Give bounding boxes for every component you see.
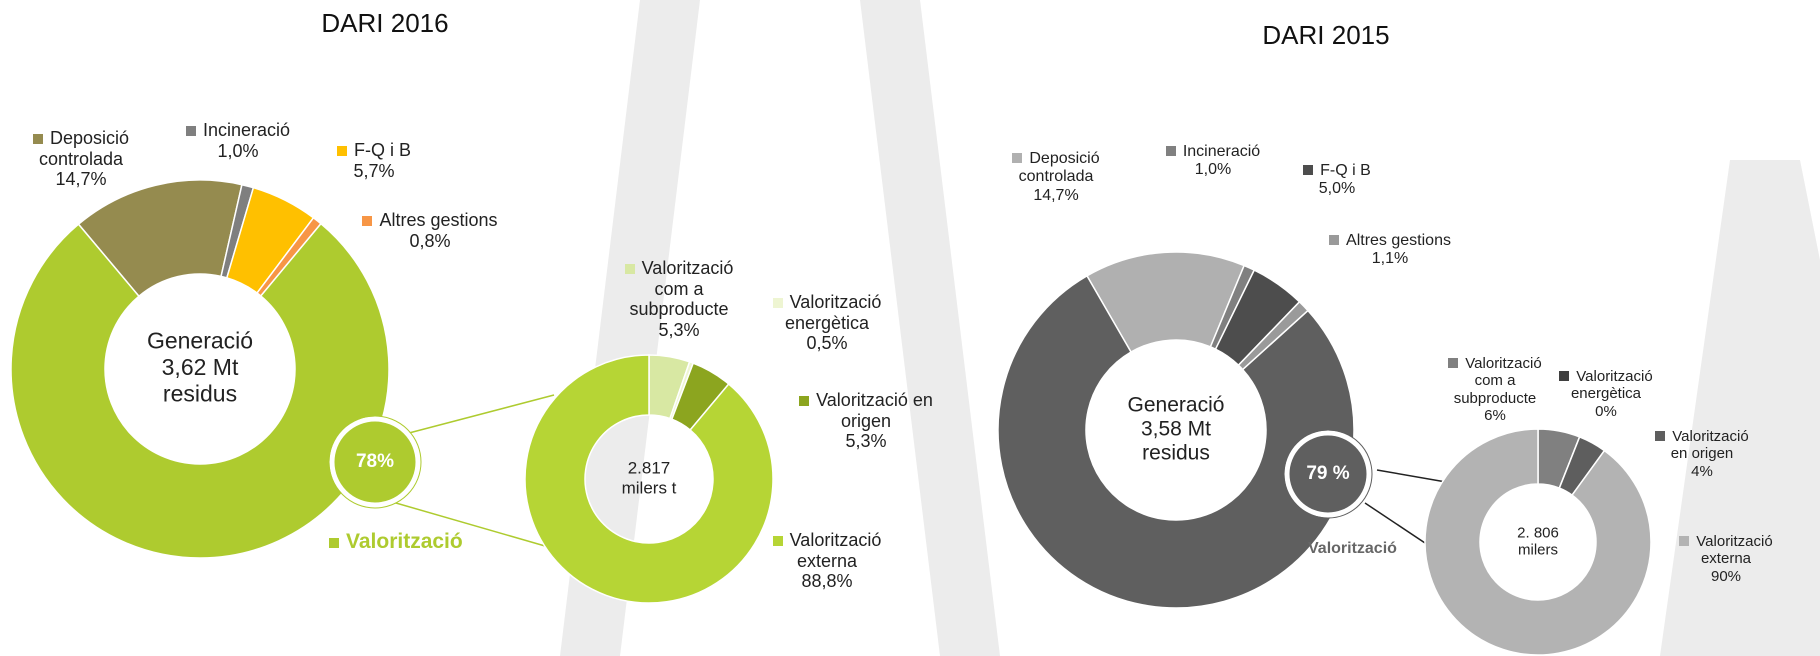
- center-text: milers t: [622, 478, 677, 497]
- value-label: 0,5%: [806, 333, 847, 353]
- legend-marker: [1166, 146, 1176, 156]
- value-label: 6%: [1484, 407, 1506, 424]
- category-label: Valorització energètica: [785, 292, 881, 333]
- legend-marker: [773, 536, 783, 546]
- category-label: Incineració: [203, 120, 290, 140]
- value-label: 14,7%: [1033, 187, 1078, 204]
- chart-title: DARI 2016: [321, 8, 448, 39]
- value-label: 0%: [1595, 403, 1617, 420]
- category-label: Valorització com a subproducte: [629, 258, 733, 319]
- value-label: 78%: [353, 419, 397, 505]
- legend-marker: [33, 134, 43, 144]
- value-label: 1,0%: [1195, 161, 1231, 178]
- center-text: Generació: [1128, 393, 1225, 416]
- legend-marker: [1291, 543, 1301, 553]
- page: Generació3,62 Mtresidus2.817milers tGene…: [0, 0, 1820, 656]
- legend-item: Valorització: [329, 530, 463, 554]
- value-label: 1,1%: [1372, 250, 1408, 267]
- center-text: 3,58 Mt: [1141, 418, 1211, 441]
- legend-marker: [362, 216, 372, 226]
- value-label: 90%: [1711, 568, 1741, 585]
- category-label: Valorització en origen: [816, 390, 933, 431]
- legend-marker: [1303, 165, 1313, 175]
- category-label: Valorització: [346, 530, 463, 553]
- center-text: 2. 806: [1517, 524, 1559, 541]
- center-text: residus: [163, 381, 237, 407]
- category-label: F-Q i B: [1320, 162, 1371, 179]
- category-label: Valorització com a subproducte: [1454, 355, 1542, 407]
- legend-marker: [625, 264, 635, 274]
- chart-title: DARI 2015: [1262, 20, 1389, 51]
- value-label: 0,8%: [409, 231, 450, 251]
- value-label: 5,7%: [353, 161, 394, 181]
- legend-item: Valorització: [1291, 540, 1397, 558]
- category-label: Deposició controlada: [39, 128, 129, 169]
- legend-marker: [773, 298, 783, 308]
- legend-marker: [337, 146, 347, 156]
- connector: [409, 395, 554, 433]
- legend-marker: [1329, 235, 1339, 245]
- value-label: 4%: [1691, 463, 1713, 480]
- category-label: Deposició controlada: [1019, 150, 1100, 185]
- category-label: Valorització: [1308, 540, 1397, 557]
- center-text: 2.817: [628, 459, 671, 478]
- category-label: Valorització externa: [1696, 533, 1772, 567]
- value-label: 5,0%: [1319, 180, 1355, 197]
- center-text: 3,62 Mt: [162, 354, 239, 380]
- legend-marker: [1655, 431, 1665, 441]
- value-label: 14,7%: [55, 169, 106, 189]
- center-text: residus: [1142, 442, 1210, 465]
- value-label: 79 %: [1306, 433, 1350, 515]
- legend-marker: [1559, 371, 1569, 381]
- legend-marker: [1679, 536, 1689, 546]
- category-label: Altres gestions: [379, 210, 497, 230]
- connector: [1377, 470, 1446, 482]
- category-label: F-Q i B: [354, 140, 411, 160]
- value-label: 88,8%: [801, 571, 852, 591]
- category-label: Valorització energètica: [1571, 368, 1653, 402]
- chart-canvas: Generació3,62 Mtresidus2.817milers tGene…: [0, 0, 1820, 656]
- legend-marker: [186, 126, 196, 136]
- value-label: 5,3%: [658, 320, 699, 340]
- center-text: milers: [1518, 542, 1558, 559]
- center-text: Generació: [147, 328, 253, 354]
- category-label: Valorització en origen: [1671, 428, 1749, 462]
- category-label: Incineració: [1183, 143, 1260, 160]
- value-label: 1,0%: [217, 141, 258, 161]
- legend-marker: [1012, 153, 1022, 163]
- category-label: Valorització externa: [790, 530, 882, 571]
- legend-marker: [799, 396, 809, 406]
- slice-label: Deposició controlada 14,7%: [996, 150, 1116, 205]
- legend-marker: [329, 538, 339, 548]
- category-label: Altres gestions: [1346, 232, 1451, 249]
- value-label: 5,3%: [845, 431, 886, 451]
- legend-marker: [1448, 358, 1458, 368]
